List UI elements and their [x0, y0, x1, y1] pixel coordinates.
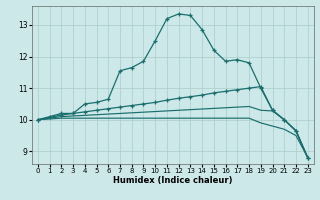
X-axis label: Humidex (Indice chaleur): Humidex (Indice chaleur)	[113, 176, 233, 185]
